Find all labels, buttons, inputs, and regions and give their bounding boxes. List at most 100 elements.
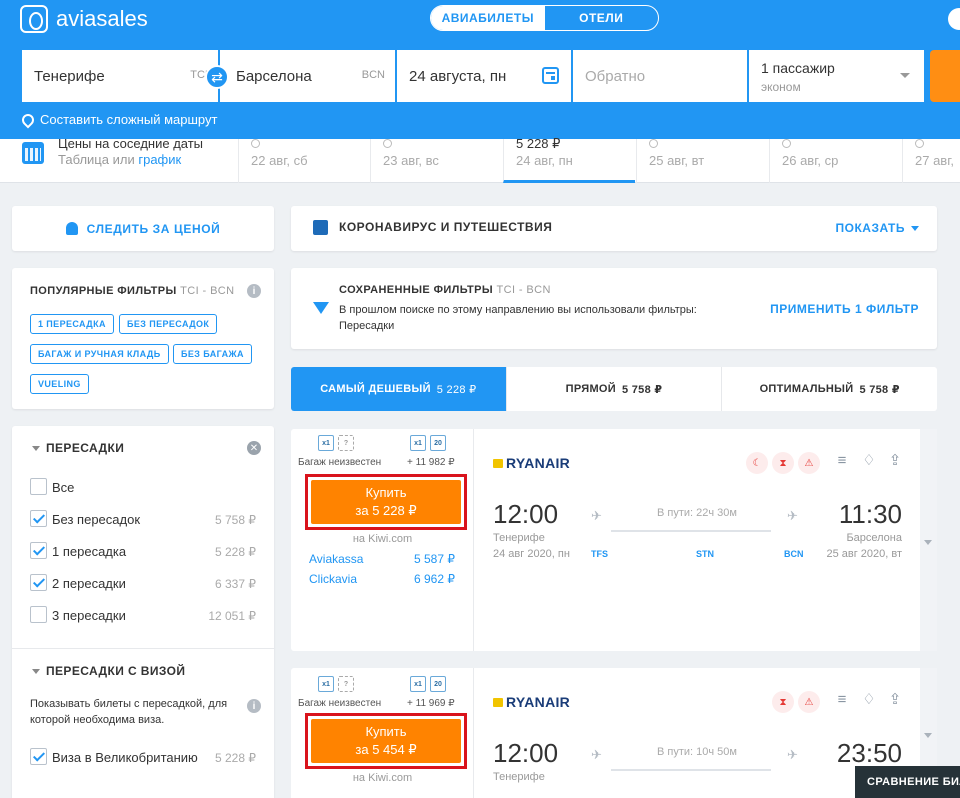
- buy-button[interactable]: Купить за 5 228 ₽: [311, 480, 461, 524]
- date-cell[interactable]: 25 авг, вт: [636, 139, 768, 183]
- stops-option-price: 12 051 ₽: [208, 609, 256, 623]
- baggage-unknown-text: Багаж неизвестен: [298, 698, 382, 709]
- bell-icon: [65, 222, 78, 235]
- checkbox-one-stop[interactable]: [30, 542, 47, 559]
- search-icon: [251, 139, 260, 148]
- logo[interactable]: aviasales: [20, 5, 148, 33]
- saved-filters-text: В прошлом поиске по этому направлению вы…: [339, 304, 697, 316]
- track-price-button[interactable]: СЛЕДИТЬ ЗА ЦЕНОЙ: [12, 206, 274, 251]
- ticket-expand-handle[interactable]: [920, 429, 937, 651]
- stops-option-price: 5 758 ₽: [215, 513, 256, 527]
- visa-desc-line: которой необходима виза.: [30, 714, 165, 726]
- bell-icon[interactable]: ♢: [862, 691, 876, 708]
- compare-tickets-button[interactable]: СРАВНЕНИЕ БИЛЕТОВ: [855, 766, 960, 798]
- agent-price[interactable]: 5 587 ₽: [414, 552, 455, 566]
- date-cell[interactable]: 23 авг, вс: [370, 139, 502, 183]
- tab-optimal[interactable]: ОПТИМАЛЬНЫЙ 5 758 ₽: [722, 367, 937, 411]
- date-cell-price: 5 228 ₽: [516, 136, 561, 151]
- agency-name: на Kiwi.com: [352, 533, 413, 545]
- tab-cheapest[interactable]: САМЫЙ ДЕШЕВЫЙ 5 228 ₽: [291, 367, 507, 411]
- close-icon[interactable]: ✕: [247, 441, 261, 455]
- filter-tag-nonstop[interactable]: БЕЗ ПЕРЕСАДОК: [119, 314, 218, 334]
- swap-icon[interactable]: ⇄: [205, 65, 229, 89]
- nearby-dates-bar: Цены на соседние даты Таблица или график…: [0, 136, 960, 183]
- baggage-unknown-text: Багаж неизвестен: [298, 457, 382, 468]
- add-to-list-icon[interactable]: ≡: [837, 691, 847, 708]
- complex-route-link[interactable]: Составить сложный маршрут: [19, 111, 217, 128]
- add-to-list-icon[interactable]: ≡: [837, 452, 847, 469]
- return-placeholder: Обратно: [585, 68, 646, 85]
- night-flight-icon: ☾: [746, 452, 768, 474]
- search-icon: [649, 139, 658, 148]
- checkbox-nonstop[interactable]: [30, 510, 47, 527]
- share-icon[interactable]: ⇪: [888, 691, 902, 708]
- price-grid-icon[interactable]: [22, 142, 44, 164]
- return-date-field[interactable]: Обратно: [573, 50, 747, 102]
- filter-tag-baggage[interactable]: БАГАЖ И РУЧНАЯ КЛАДЬ: [30, 344, 169, 364]
- calendar-icon: [542, 67, 559, 84]
- profile-icon[interactable]: [948, 8, 960, 30]
- date-cell-label: 25 авг, вт: [649, 153, 705, 168]
- popular-filters-card: ПОПУЛЯРНЫЕ ФИЛЬТРЫ TCI - BCN i 1 ПЕРЕСАД…: [12, 268, 274, 409]
- filter-tag-one-stop[interactable]: 1 ПЕРЕСАДКА: [30, 314, 114, 334]
- checkbox-uk-visa[interactable]: [30, 748, 47, 765]
- saved-filter-name: Пересадки: [339, 320, 395, 332]
- tab-label: САМЫЙ ДЕШЕВЫЙ: [320, 383, 431, 395]
- route-pin-icon: [19, 111, 37, 128]
- table-link[interactable]: Таблица: [58, 152, 109, 167]
- chart-link[interactable]: график: [138, 152, 182, 167]
- checkbox-three-stops[interactable]: [30, 606, 47, 623]
- stops-filter-header[interactable]: ПЕРЕСАДКИ: [32, 441, 124, 455]
- checkbox-all[interactable]: [30, 478, 47, 495]
- agency-name: на Kiwi.com: [352, 772, 413, 784]
- apply-filter-button[interactable]: ПРИМЕНИТЬ 1 ФИЛЬТР: [770, 302, 919, 316]
- mode-switch: АВИАБИЛЕТЫ ОТЕЛИ: [430, 5, 659, 31]
- handbag-icon: x1: [410, 676, 426, 692]
- checkbox-two-stops[interactable]: [30, 574, 47, 591]
- departure-time: 12:00: [493, 499, 559, 529]
- flight-duration: В пути: 22ч 30м: [657, 507, 737, 519]
- show-button[interactable]: ПОКАЗАТЬ: [836, 221, 920, 235]
- baggage-extra-price: + 11 969 ₽: [407, 698, 455, 709]
- find-button[interactable]: [930, 50, 960, 102]
- origin-field[interactable]: Тенерифе TCI: [22, 50, 218, 102]
- agent-link[interactable]: Aviakassa: [309, 552, 364, 566]
- agent-price[interactable]: 6 962 ₽: [414, 572, 455, 586]
- baggage-unknown-icon: ?: [338, 676, 354, 692]
- buy-label: Купить: [365, 485, 407, 500]
- popular-filters-route: TCI - BCN: [180, 285, 235, 297]
- share-icon[interactable]: ⇪: [888, 452, 902, 469]
- filter-tag-vueling[interactable]: VUELING: [30, 374, 89, 394]
- destination-field[interactable]: Барселона BCN: [220, 50, 395, 102]
- airline-logo: RYANAIR: [493, 694, 570, 710]
- aviasales-logo-icon: [20, 5, 48, 33]
- date-cell[interactable]: 27 авг,: [902, 139, 960, 183]
- visa-filter-header[interactable]: ПЕРЕСАДКИ С ВИЗОЙ: [32, 664, 185, 678]
- tab-price: 5 758 ₽: [859, 383, 900, 396]
- bell-icon[interactable]: ♢: [862, 452, 876, 469]
- tab-direct[interactable]: ПРЯМОЙ 5 758 ₽: [507, 367, 723, 411]
- ticket-expand-handle[interactable]: [920, 668, 937, 798]
- self-transfer-icon: ⚠: [798, 691, 820, 713]
- nearby-dates-subtitle: Таблица или график: [58, 152, 181, 167]
- coronavirus-card[interactable]: КОРОНАВИРУС И ПУТЕШЕСТВИЯ ПОКАЗАТЬ: [291, 206, 937, 251]
- info-icon[interactable]: i: [247, 284, 261, 298]
- handbag-icon: x1: [318, 435, 334, 451]
- stops-filter-card: ПЕРЕСАДКИ ✕ Все Без пересадок 5 758 ₽ 1 …: [12, 426, 274, 798]
- info-icon[interactable]: i: [247, 699, 261, 713]
- depart-date-field[interactable]: 24 августа, пн: [397, 50, 571, 102]
- arrival-plane-icon: ✈: [787, 747, 798, 762]
- arrival-time: 11:30: [838, 499, 902, 529]
- passengers-field[interactable]: 1 пассажир эконом: [749, 50, 924, 102]
- departure-plane-icon: ✈: [591, 508, 602, 523]
- route-line: [611, 769, 771, 771]
- date-cell-selected[interactable]: 5 228 ₽ 24 авг, пн: [503, 136, 635, 183]
- tab-hotels[interactable]: ОТЕЛИ: [579, 11, 624, 25]
- date-cell[interactable]: 26 авг, ср: [769, 139, 901, 183]
- date-cell[interactable]: 22 авг, сб: [238, 139, 370, 183]
- buy-button[interactable]: Купить за 5 454 ₽: [311, 719, 461, 763]
- long-layover-icon: ⧗: [772, 452, 794, 474]
- tab-flights[interactable]: АВИАБИЛЕТЫ: [431, 6, 545, 30]
- filter-tag-no-baggage[interactable]: БЕЗ БАГАЖА: [173, 344, 252, 364]
- agent-link[interactable]: Clickavia: [309, 572, 358, 586]
